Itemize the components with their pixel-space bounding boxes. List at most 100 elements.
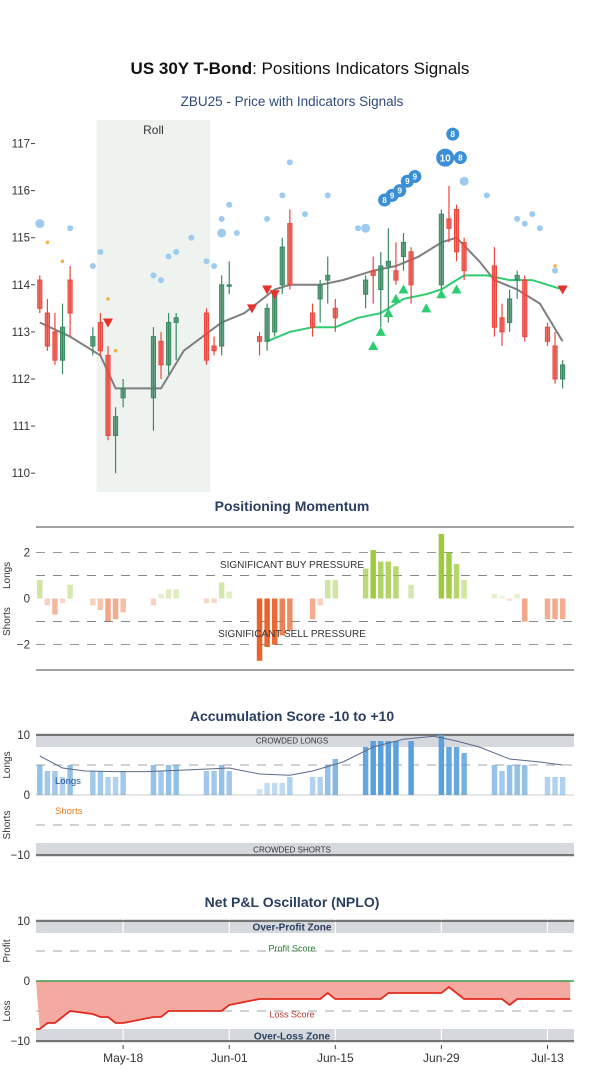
candle-body: [507, 298, 513, 323]
x-axis: May-18 Jun-01 Jun-15 Jun-29 Jul-13: [103, 1045, 564, 1065]
signal-badge-label: 9: [390, 191, 395, 200]
nplo-loss-axis-label: Loss: [2, 1000, 13, 1021]
accumulation-bar: [264, 783, 270, 795]
candle-body: [105, 354, 111, 436]
candle-body: [400, 241, 407, 258]
price-tick-label: 113: [12, 327, 30, 339]
buy-signal-triangle: [375, 326, 386, 336]
candle-body: [158, 340, 164, 366]
accumulation-bar: [453, 747, 460, 795]
crowded-shorts-label: CROWDED SHORTS: [253, 846, 331, 855]
candle-body: [325, 274, 331, 281]
momentum-bar: [158, 593, 164, 599]
orange-dot: [553, 264, 557, 268]
figure-title: US 30Y T-Bond: Positions Indicators Sign…: [131, 59, 470, 78]
buy-pressure-label: SIGNIFICANT BUY PRESSURE: [220, 560, 364, 571]
price-subtitle: ZBU25 - Price with Indicators Signals: [181, 94, 404, 109]
blue-dot: [173, 248, 180, 255]
accumulation-tick-label: 0: [24, 790, 30, 802]
orange-dot: [60, 259, 65, 264]
accumulation-bar: [67, 765, 73, 795]
sell-signal-triangle: [557, 285, 568, 295]
accumulation-bar: [393, 741, 399, 795]
blue-dot: [203, 258, 210, 265]
momentum-bar: [150, 598, 157, 606]
accumulation-longs-axis-label: Longs: [2, 751, 13, 778]
candle-body: [453, 208, 460, 253]
figure-title-rest: : Positions Indicators Signals: [252, 59, 469, 78]
blue-dot: [483, 192, 490, 199]
momentum-bar: [226, 591, 232, 599]
accumulation-bar: [499, 771, 505, 795]
accumulation-bar: [158, 771, 164, 795]
momentum-bar: [370, 550, 376, 599]
accumulation-bar: [461, 753, 467, 795]
momentum-bar: [165, 589, 172, 599]
price-tick-label: 115: [12, 233, 30, 245]
candle-body: [491, 265, 498, 328]
accumulation-tick-label: 10: [17, 730, 30, 742]
momentum-bar: [393, 566, 399, 599]
x-tick-label: Jun-29: [423, 1051, 460, 1065]
momentum-bar: [491, 593, 498, 599]
signal-badge: [446, 127, 460, 141]
crowded-shorts-zone: [36, 843, 574, 857]
nplo-tick-label: −10: [10, 1036, 30, 1048]
accumulation-bar: [120, 771, 126, 795]
momentum-bar: [287, 598, 293, 631]
signal-badge: [453, 151, 467, 165]
momentum-bar: [173, 589, 179, 599]
buy-signal-triangle: [421, 303, 432, 313]
roll-label: Roll: [143, 123, 164, 137]
buy-signal-triangle: [451, 284, 462, 294]
momentum-bar: [105, 598, 111, 622]
accumulation-bar: [112, 777, 119, 795]
accumulation-bar: [514, 765, 520, 795]
momentum-bar: [385, 561, 392, 599]
blue-dot: [233, 230, 240, 237]
momentum-bar: [279, 598, 285, 636]
candle-body: [59, 326, 66, 361]
momentum-bar: [453, 563, 460, 599]
accumulation-bar: [491, 765, 498, 795]
signal-badge: [408, 170, 422, 184]
buy-signal-triangle: [390, 293, 401, 303]
momentum-tick-label: 0: [24, 594, 30, 606]
candle-body: [219, 284, 225, 347]
momentum-bar: [408, 584, 414, 599]
accumulation-bar: [438, 735, 445, 795]
momentum-bar: [332, 580, 339, 599]
candle-body: [309, 312, 316, 328]
orange-dot: [113, 348, 118, 353]
profit-score-label: Profit Score: [268, 943, 315, 953]
accumulation-bar: [52, 771, 58, 795]
blue-dot: [218, 215, 225, 222]
candle-body: [226, 284, 232, 287]
momentum-bar: [522, 598, 528, 622]
sell-signal-triangle: [102, 318, 113, 328]
accumulation-bar: [173, 765, 179, 795]
candle-body: [499, 317, 505, 333]
longs-series-label: Longs: [55, 776, 81, 787]
blue-dot: [165, 253, 172, 260]
momentum-bar: [552, 598, 558, 620]
accumulation-bar: [408, 741, 414, 795]
price-tick-label: 112: [12, 374, 30, 386]
accumulation-bar: [44, 771, 51, 795]
sell-pressure-label: SIGNIFICANT SELL PRESSURE: [218, 629, 366, 640]
momentum-bar: [59, 598, 66, 604]
candle-body: [173, 317, 179, 323]
accumulation-title: Accumulation Score -10 to +10: [190, 708, 394, 724]
candle-body: [514, 274, 520, 281]
accumulation-bar: [325, 765, 331, 795]
loss-score-label: Loss Score: [269, 1009, 314, 1019]
accumulation-bar: [218, 765, 225, 795]
blue-dot: [89, 262, 96, 269]
accumulation-bar: [522, 765, 528, 795]
signal-badge-label: 8: [451, 130, 456, 139]
accumulation-bar: [279, 783, 285, 795]
momentum-bar: [271, 598, 278, 645]
candle-body: [44, 312, 50, 347]
momentum-bar: [514, 593, 520, 599]
